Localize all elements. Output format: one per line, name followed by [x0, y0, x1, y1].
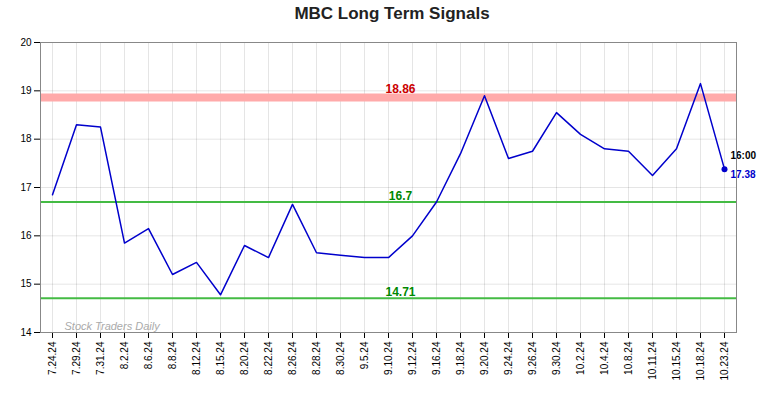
- svg-text:15: 15: [20, 278, 32, 289]
- svg-text:10.15.24: 10.15.24: [671, 341, 682, 380]
- svg-text:14: 14: [20, 327, 32, 338]
- svg-text:10.11.24: 10.11.24: [647, 341, 658, 380]
- svg-text:10.18.24: 10.18.24: [695, 341, 706, 380]
- svg-text:20: 20: [20, 37, 32, 48]
- svg-text:9.12.24: 9.12.24: [407, 341, 418, 375]
- svg-text:8.30.24: 8.30.24: [335, 341, 346, 375]
- svg-text:Stock Traders Daily: Stock Traders Daily: [65, 320, 162, 332]
- svg-text:9.16.24: 9.16.24: [431, 341, 442, 375]
- svg-text:16.7: 16.7: [389, 189, 413, 203]
- svg-text:14.71: 14.71: [385, 285, 415, 299]
- svg-text:10.4.24: 10.4.24: [599, 341, 610, 375]
- svg-text:9.18.24: 9.18.24: [455, 341, 466, 375]
- svg-text:7.29.24: 7.29.24: [71, 341, 82, 375]
- svg-text:17.38: 17.38: [731, 169, 756, 180]
- svg-text:7.24.24: 7.24.24: [47, 341, 58, 375]
- svg-text:17: 17: [20, 182, 32, 193]
- svg-text:9.20.24: 9.20.24: [479, 341, 490, 375]
- svg-text:8.28.24: 8.28.24: [311, 341, 322, 375]
- svg-text:8.26.24: 8.26.24: [287, 341, 298, 375]
- svg-text:16:00: 16:00: [731, 150, 757, 161]
- svg-text:8.15.24: 8.15.24: [215, 341, 226, 375]
- svg-text:9.30.24: 9.30.24: [551, 341, 562, 375]
- svg-text:9.10.24: 9.10.24: [383, 341, 394, 375]
- svg-text:8.20.24: 8.20.24: [239, 341, 250, 375]
- svg-text:8.22.24: 8.22.24: [263, 341, 274, 375]
- svg-text:9.5.24: 9.5.24: [359, 341, 370, 369]
- svg-text:18.86: 18.86: [385, 82, 415, 96]
- svg-text:18: 18: [20, 133, 32, 144]
- svg-text:19: 19: [20, 85, 32, 96]
- svg-text:9.24.24: 9.24.24: [503, 341, 514, 375]
- svg-text:7.31.24: 7.31.24: [95, 341, 106, 375]
- svg-text:8.2.24: 8.2.24: [119, 341, 130, 369]
- svg-text:10.23.24: 10.23.24: [719, 341, 730, 380]
- svg-text:8.8.24: 8.8.24: [167, 341, 178, 369]
- svg-text:9.26.24: 9.26.24: [527, 341, 538, 375]
- svg-text:8.12.24: 8.12.24: [191, 341, 202, 375]
- svg-text:8.6.24: 8.6.24: [143, 341, 154, 369]
- svg-text:10.2.24: 10.2.24: [575, 341, 586, 375]
- svg-text:10.8.24: 10.8.24: [623, 341, 634, 375]
- html-text:MBC Long Term Signals: MBC Long Term Signals: [294, 4, 490, 23]
- svg-text:16: 16: [20, 230, 32, 241]
